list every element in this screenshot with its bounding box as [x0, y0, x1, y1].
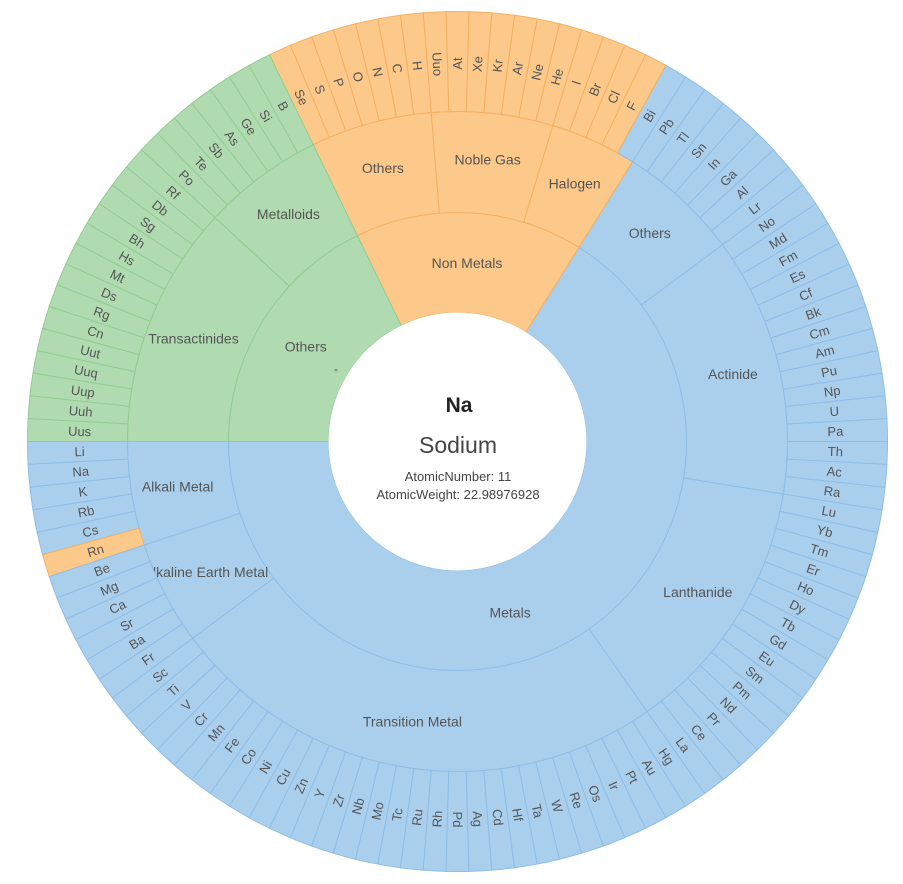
element-label-uuo: Uuo: [429, 52, 445, 77]
element-label-se: Se: [291, 87, 311, 108]
element-label-hf: Hf: [509, 807, 526, 823]
element-label-cn: Cn: [85, 323, 105, 342]
element-label-sg: Sg: [137, 214, 159, 235]
element-label-li: Li: [74, 444, 85, 459]
element-label-k: K: [78, 484, 89, 500]
element-label-ar: Ar: [509, 60, 526, 76]
element-label-ru: Ru: [409, 808, 426, 826]
element-label-he: He: [548, 67, 567, 87]
element-label-am: Am: [813, 342, 836, 361]
center-atomic-number: AtomicNumber: 11: [405, 469, 512, 484]
element-label-cl: Cl: [604, 88, 623, 105]
element-label-mo: Mo: [368, 801, 386, 822]
element-label-dy: Dy: [787, 597, 808, 618]
element-label-th: Th: [828, 444, 844, 459]
element-label-zn: Zn: [291, 776, 311, 796]
element-label-ac: Ac: [826, 464, 843, 480]
element-label-ta: Ta: [529, 803, 547, 820]
element-label-es: Es: [787, 266, 808, 286]
element-label-at: At: [450, 57, 465, 70]
element-label-au: Au: [639, 757, 660, 778]
element-label-kr: Kr: [490, 58, 506, 73]
element-label-uus: Uus: [68, 424, 92, 440]
element-label-u: U: [829, 403, 840, 419]
element-label-mt: Mt: [108, 266, 128, 286]
element-label-c: C: [389, 62, 405, 74]
center-symbol: Na: [446, 394, 473, 417]
group-label-others: Others: [362, 160, 404, 176]
element-label-pd: Pd: [450, 812, 465, 828]
element-label-uuq: Uuq: [73, 362, 99, 381]
element-label-bh: Bh: [126, 230, 147, 251]
element-label-cd: Cd: [489, 808, 506, 826]
element-label-mg: Mg: [98, 578, 120, 599]
stray-mark: ": [334, 368, 338, 379]
element-label-lu: Lu: [820, 503, 837, 520]
element-label-n: N: [369, 66, 386, 78]
category-label-non-metals: Non Metals: [432, 255, 503, 271]
element-label-np: Np: [823, 383, 841, 400]
element-label-xe: Xe: [470, 56, 486, 73]
element-label-cs: Cs: [81, 522, 100, 540]
element-label-pb: Pb: [656, 116, 677, 138]
element-label-w: W: [548, 798, 566, 814]
element-label-cu: Cu: [273, 766, 294, 788]
element-label-ds: Ds: [99, 285, 120, 305]
category-label-metals: Metals: [489, 605, 530, 621]
element-label-na: Na: [72, 463, 91, 479]
element-label-yb: Yb: [815, 522, 834, 540]
element-label-ho: Ho: [795, 578, 816, 598]
element-label-fe: Fe: [222, 734, 243, 755]
element-label-cf: Cf: [797, 285, 815, 304]
element-label-uup: Uup: [70, 382, 96, 400]
element-label-eu: Eu: [756, 648, 778, 669]
element-label-er: Er: [804, 560, 822, 579]
group-label-alkali-metal: Alkali Metal: [142, 479, 214, 495]
element-label-rh: Rh: [429, 810, 445, 827]
group-label-metalloids: Metalloids: [257, 206, 320, 222]
element-segment-uus[interactable]: [26, 418, 129, 442]
group-label-alkaline-earth-metal: Alkaline Earth Metal: [144, 564, 269, 580]
group-label-halogen: Halogen: [549, 175, 601, 191]
element-label-uut: Uut: [79, 342, 103, 361]
element-label-ne: Ne: [528, 62, 546, 81]
center-hole: [328, 312, 587, 571]
element-label-rb: Rb: [76, 503, 95, 521]
element-label-bk: Bk: [803, 303, 823, 322]
element-label-tc: Tc: [389, 807, 406, 823]
element-label-os: Os: [585, 783, 605, 804]
element-label-o: O: [349, 70, 366, 84]
element-label-tm: Tm: [808, 541, 830, 561]
element-label-be: Be: [92, 560, 112, 580]
element-label-i: I: [569, 79, 584, 87]
element-label-hs: Hs: [116, 248, 138, 269]
element-label-h: H: [409, 60, 425, 71]
group-label-transactinides: Transactinides: [148, 330, 239, 346]
element-label-zr: Zr: [330, 792, 348, 809]
element-label-uuh: Uuh: [68, 403, 93, 420]
center-atomic-weight: AtomicWeight: 22.98976928: [376, 487, 539, 502]
element-label-rn: Rn: [85, 541, 105, 560]
element-label-br: Br: [586, 80, 605, 98]
element-label-nb: Nb: [349, 796, 368, 816]
group-label-transition-metal: Transition Metal: [363, 713, 462, 729]
element-label-ca: Ca: [107, 596, 129, 617]
element-label-re: Re: [566, 790, 585, 810]
element-label-rg: Rg: [92, 303, 113, 323]
element-label-pa: Pa: [827, 424, 844, 439]
group-label-lanthanide: Lanthanide: [663, 584, 733, 600]
group-label-noble-gas: Noble Gas: [455, 152, 521, 168]
element-label-ra: Ra: [823, 483, 842, 500]
category-label-others: Others: [285, 339, 327, 355]
sunburst-rings: Metals Alkali Metal Alkaline Earth Metal Tr…: [26, 11, 889, 873]
center-element-name: Sodium: [419, 432, 497, 458]
element-label-ba: Ba: [126, 631, 148, 653]
element-label-pu: Pu: [820, 363, 838, 381]
group-label-others: Others: [629, 225, 671, 241]
element-label-ag: Ag: [470, 811, 486, 828]
element-label-tb: Tb: [778, 614, 799, 634]
element-label-cm: Cm: [808, 322, 832, 342]
group-label-actinide: Actinide: [708, 366, 758, 382]
